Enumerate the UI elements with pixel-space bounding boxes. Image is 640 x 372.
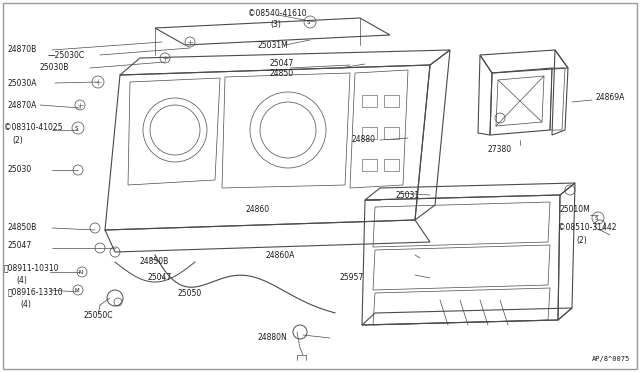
Text: 25050: 25050: [178, 289, 202, 298]
Text: ©08510-31442: ©08510-31442: [558, 224, 616, 232]
Text: 25030B: 25030B: [40, 64, 69, 73]
Text: N: N: [79, 269, 83, 275]
Text: ©08310-41025: ©08310-41025: [4, 122, 63, 131]
Text: 25047: 25047: [148, 273, 172, 282]
Text: 24850B: 24850B: [8, 224, 37, 232]
Text: 25031M: 25031M: [258, 41, 289, 49]
Text: S: S: [307, 19, 310, 25]
Text: Ⓟ08916-13310: Ⓟ08916-13310: [8, 288, 63, 296]
Text: (2): (2): [12, 135, 23, 144]
Text: (4): (4): [16, 276, 27, 285]
Text: Ⓝ08911-10310: Ⓝ08911-10310: [4, 263, 60, 273]
Text: 25050C: 25050C: [84, 311, 113, 320]
Text: 27380: 27380: [488, 145, 512, 154]
Text: 24860: 24860: [245, 205, 269, 215]
Text: S: S: [595, 215, 598, 221]
Text: (4): (4): [20, 299, 31, 308]
Text: 25047: 25047: [8, 241, 32, 250]
Text: (2): (2): [576, 235, 587, 244]
Text: —25030C: —25030C: [48, 51, 85, 60]
Text: 24869A: 24869A: [596, 93, 625, 103]
Text: (3): (3): [270, 19, 281, 29]
Text: S: S: [74, 125, 77, 131]
Text: ©08540-41610: ©08540-41610: [248, 9, 307, 17]
Text: 25957: 25957: [340, 273, 364, 282]
Text: 25030: 25030: [8, 166, 32, 174]
Text: 25031: 25031: [395, 192, 419, 201]
Text: 25030A: 25030A: [8, 78, 38, 87]
Text: 24880: 24880: [352, 135, 376, 144]
Text: M: M: [75, 288, 79, 292]
Text: 24860A: 24860A: [265, 250, 294, 260]
Text: AP/8^0075: AP/8^0075: [592, 356, 630, 362]
Text: 25010M: 25010M: [560, 205, 591, 215]
Text: 24850: 24850: [270, 68, 294, 77]
Text: 24870B: 24870B: [8, 45, 37, 55]
Text: 24870A: 24870A: [8, 100, 37, 109]
Text: 24850B: 24850B: [140, 257, 169, 266]
Text: 25047: 25047: [270, 58, 294, 67]
Text: 24880N: 24880N: [258, 334, 288, 343]
